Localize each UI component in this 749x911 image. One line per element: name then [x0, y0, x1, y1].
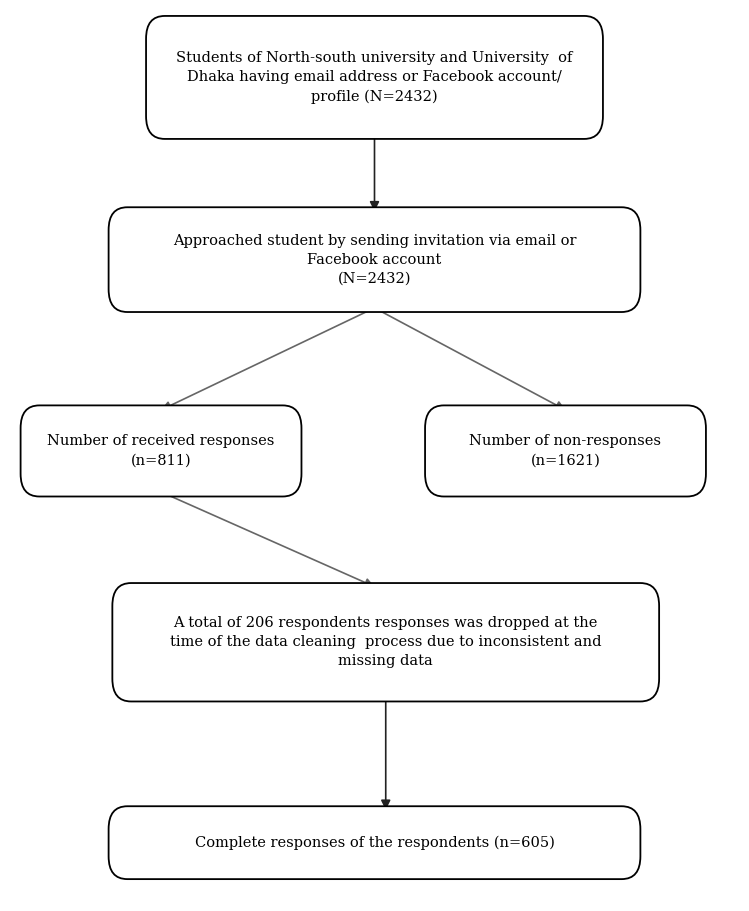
FancyBboxPatch shape: [109, 806, 640, 879]
Text: A total of 206 respondents responses was dropped at the
time of the data cleanin: A total of 206 respondents responses was…: [170, 617, 601, 668]
Text: Number of non-responses
(n=1621): Number of non-responses (n=1621): [470, 435, 661, 467]
Text: Complete responses of the respondents (n=605): Complete responses of the respondents (n…: [195, 835, 554, 850]
Text: Students of North-south university and University  of
Dhaka having email address: Students of North-south university and U…: [176, 51, 573, 104]
FancyBboxPatch shape: [425, 405, 706, 496]
Text: Number of received responses
(n=811): Number of received responses (n=811): [47, 435, 275, 467]
FancyBboxPatch shape: [112, 583, 659, 701]
Text: Approached student by sending invitation via email or
Facebook account
(N=2432): Approached student by sending invitation…: [173, 234, 576, 285]
FancyBboxPatch shape: [146, 15, 603, 138]
FancyBboxPatch shape: [21, 405, 301, 496]
FancyBboxPatch shape: [109, 208, 640, 312]
